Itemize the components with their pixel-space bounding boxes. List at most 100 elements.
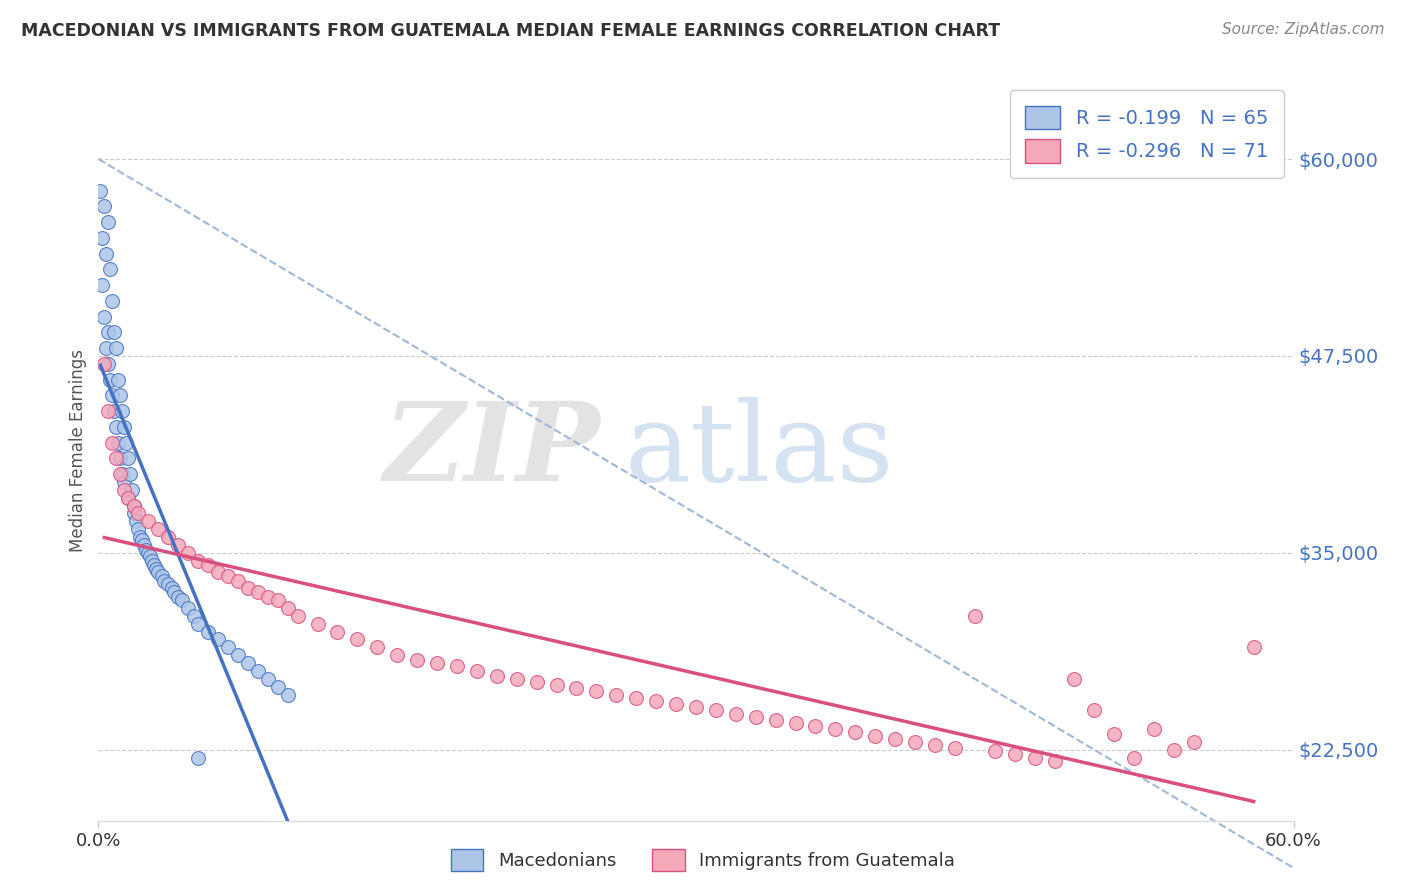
Point [226,648,249,663]
Point [145,561,167,575]
Point [101,388,124,402]
Point [177,601,200,615]
Point [267,593,290,607]
Point [307,616,329,631]
Point [96,246,118,260]
Point [120,467,142,481]
Point [765,713,787,727]
Point [565,681,588,696]
Point [129,530,152,544]
Point [904,735,927,749]
Point [91,278,114,293]
Point [984,744,1007,758]
Point [98,262,122,277]
Point [884,731,907,746]
Point [134,538,156,552]
Point [160,581,183,595]
Point [187,616,209,631]
Point [267,680,290,694]
Point [105,451,128,466]
Point [277,688,299,702]
Point [197,624,219,639]
Point [124,507,146,521]
Point [1063,672,1085,686]
Point [148,522,170,536]
Point [626,690,648,705]
Point [546,678,568,692]
Point [110,451,132,466]
Point [724,706,747,721]
Point [117,491,139,505]
Point [256,590,278,604]
Legend: R = -0.199   N = 65, R = -0.296   N = 71: R = -0.199 N = 65, R = -0.296 N = 71 [1010,90,1284,178]
Point [226,574,249,589]
Point [93,199,115,213]
Point [172,593,194,607]
Point [110,388,132,402]
Point [135,542,157,557]
Point [93,357,115,371]
Point [605,688,627,702]
Point [685,700,707,714]
Y-axis label: Median Female Earnings: Median Female Earnings [69,349,87,552]
Point [111,467,134,481]
Point [277,601,299,615]
Point [446,659,468,673]
Point [844,725,866,739]
Point [157,577,180,591]
Point [1243,640,1265,655]
Point [526,675,548,690]
Point [177,546,200,560]
Point [112,475,135,489]
Point [246,585,269,599]
Point [157,530,180,544]
Point [785,716,807,731]
Point [385,648,409,663]
Point [1024,750,1046,764]
Point [127,522,149,536]
Text: MACEDONIAN VS IMMIGRANTS FROM GUATEMALA MEDIAN FEMALE EARNINGS CORRELATION CHART: MACEDONIAN VS IMMIGRANTS FROM GUATEMALA … [21,22,1000,40]
Point [665,697,688,711]
Point [111,404,134,418]
Point [217,569,239,583]
Point [124,499,146,513]
Point [167,538,190,552]
Point [89,184,111,198]
Point [167,590,190,604]
Point [366,640,388,655]
Point [105,420,128,434]
Point [183,608,205,623]
Point [1104,727,1126,741]
Point [704,703,727,717]
Point [943,741,966,756]
Point [117,491,139,505]
Point [101,435,124,450]
Point [187,750,209,764]
Point [97,357,120,371]
Point [107,435,129,450]
Point [346,632,368,647]
Point [1083,703,1105,717]
Point [246,664,269,678]
Text: atlas: atlas [624,397,894,504]
Point [406,653,429,667]
Point [105,341,128,355]
Point [1182,735,1205,749]
Point [112,420,135,434]
Point [236,581,259,595]
Point [804,719,827,733]
Point [110,467,132,481]
Point [256,672,278,686]
Point [139,549,162,563]
Point [287,608,309,623]
Point [148,565,170,579]
Point [153,574,176,589]
Point [91,231,114,245]
Point [97,404,120,418]
Point [745,709,768,723]
Legend: Macedonians, Immigrants from Guatemala: Macedonians, Immigrants from Guatemala [444,842,962,879]
Text: Source: ZipAtlas.com: Source: ZipAtlas.com [1222,22,1385,37]
Point [143,558,166,573]
Point [136,546,159,560]
Point [103,404,125,418]
